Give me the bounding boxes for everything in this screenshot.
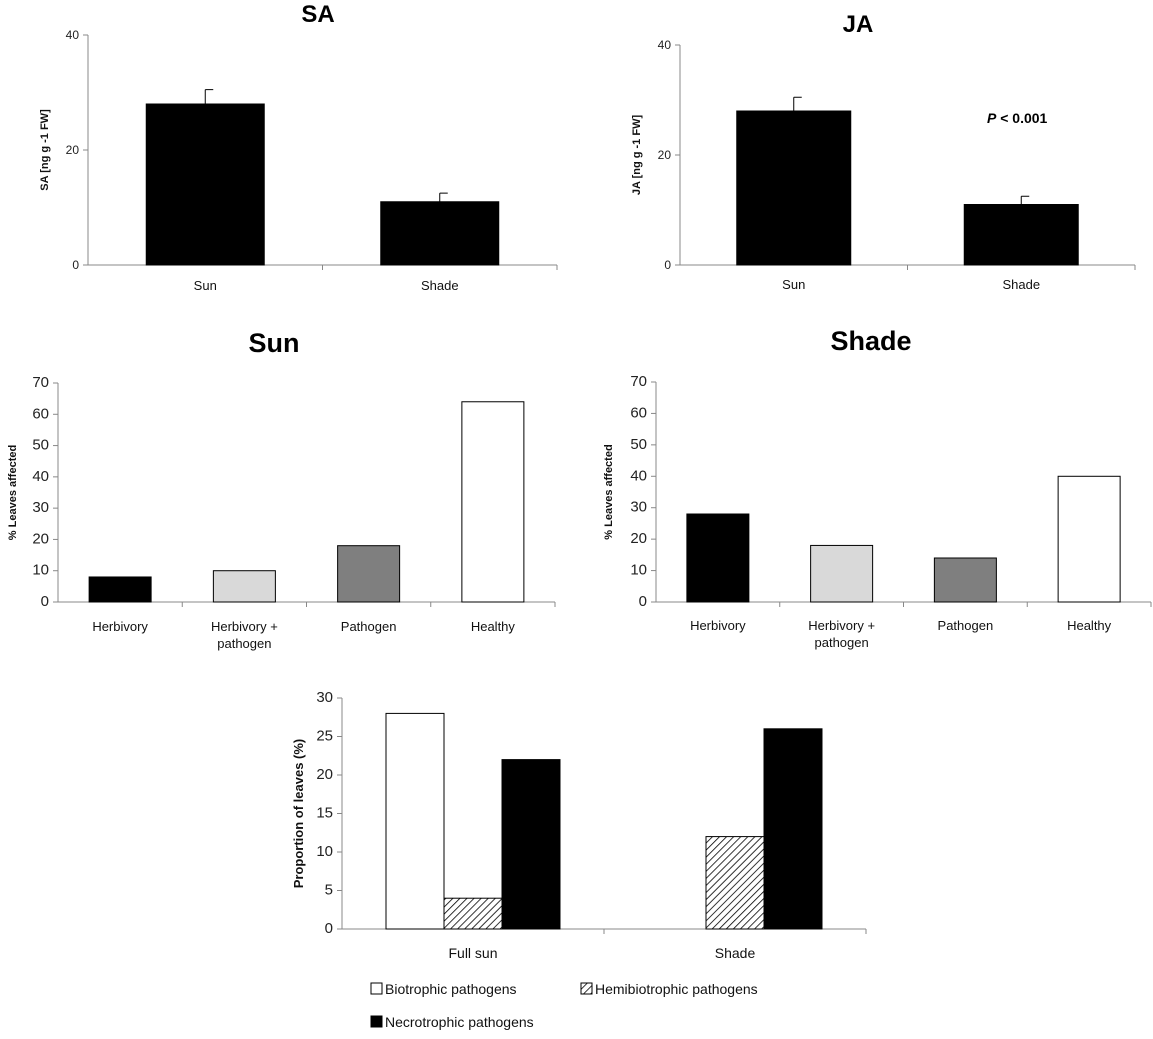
chart-title: SA [301,1,334,28]
x-category-label: pathogen [217,636,271,651]
legend-label: Biotrophic pathogens [385,981,517,997]
y-axis-label: % Leaves affected [603,444,615,539]
y-tick-label: 50 [32,437,49,454]
x-category-label: Herbivory + [808,618,875,633]
y-tick-label: 5 [325,882,333,899]
bar [337,545,401,603]
bar-hemibiotrophic-pathogens [705,836,765,930]
bar [461,401,525,603]
bar-hemibiotrophic-pathogens [443,897,503,930]
chart-sa: SA 0 20 40 SA [ng g -1 FW] Sun Shade [39,1,558,293]
y-tick-label: 0 [639,593,647,610]
x-category-label: Shade [715,945,756,961]
y-tick-label: 60 [630,404,647,421]
y-tick-label: 40 [658,38,672,52]
y-tick-label: 70 [630,373,647,390]
bar [1057,475,1121,603]
y-tick-label: 20 [32,530,49,547]
bar [88,576,152,603]
y-tick-label: 30 [32,499,49,516]
bar [380,201,500,266]
y-tick-label: 40 [66,28,80,42]
y-axis-label: SA [ng g -1 FW] [39,109,51,191]
y-axis-label: Proportion of leaves (%) [291,739,306,889]
y-tick-label: 10 [32,562,49,579]
bar [963,204,1079,266]
x-category-label: Herbivory [690,618,746,633]
y-axis-label: JA [ng g -1 FW] [631,115,643,196]
y-tick-label: 0 [72,258,79,272]
y-axis-label: % Leaves affected [7,445,19,540]
y-tick-label: 20 [658,148,672,162]
x-category-label: Healthy [1067,618,1112,633]
chart-shade: Shade 0 10 20 30 40 50 60 70 % Leaves affected Her… [603,326,1152,650]
bar [736,110,852,266]
bar [145,103,265,266]
legend-swatch [370,982,383,995]
y-tick-label: 0 [325,920,333,937]
y-tick-label: 30 [316,689,333,706]
chart-title: Sun [249,328,300,358]
chart-sun: Sun 0 10 20 30 40 50 60 70 % Leaves affected Herbi… [7,328,556,651]
bar [933,557,997,603]
y-tick-label: 15 [316,805,333,822]
bar [212,570,276,603]
x-category-label: Herbivory + [211,619,278,634]
chart-title: Shade [830,326,911,356]
bar [810,544,874,603]
legend-swatch [580,982,593,995]
y-tick-label: 10 [630,562,647,579]
legend-swatch [370,1015,383,1028]
significance-annotation: P < 0.001 [987,110,1048,126]
x-category-label: Healthy [471,619,516,634]
y-tick-label: 70 [32,374,49,391]
bar [686,513,750,603]
chart-title: JA [843,11,874,38]
y-tick-label: 40 [32,468,49,485]
x-category-label: Full sun [448,945,497,961]
bar-necrotrophic-pathogens [763,728,823,930]
x-category-label: Sun [194,278,217,293]
y-tick-label: 50 [630,436,647,453]
y-tick-label: 0 [664,258,671,272]
bar-necrotrophic-pathogens [501,759,561,930]
y-tick-label: 10 [316,843,333,860]
y-tick-label: 20 [66,143,80,157]
y-tick-label: 20 [630,530,647,547]
chart-ja: JA 0 20 40 JA [ng g -1 FW] Sun Shade P < 0.001 [631,11,1136,292]
x-category-label: Herbivory [92,619,148,634]
y-tick-label: 60 [32,405,49,422]
bar-biotrophic-pathogens [385,712,445,930]
x-category-label: Sun [782,277,805,292]
y-tick-label: 20 [316,766,333,783]
y-tick-label: 40 [630,467,647,484]
chart-proportion: 0 5 10 15 20 25 30 Proportion of leaves (%) Full… [291,689,867,1030]
y-tick-label: 30 [630,499,647,516]
x-category-label: Pathogen [938,618,994,633]
x-category-label: Shade [421,278,459,293]
y-tick-label: 25 [316,728,333,745]
x-category-label: Pathogen [341,619,397,634]
x-category-label: pathogen [815,635,869,650]
legend-label: Hemibiotrophic pathogens [595,981,758,997]
y-tick-label: 0 [41,593,49,610]
legend-label: Necrotrophic pathogens [385,1014,534,1030]
x-category-label: Shade [1002,277,1040,292]
